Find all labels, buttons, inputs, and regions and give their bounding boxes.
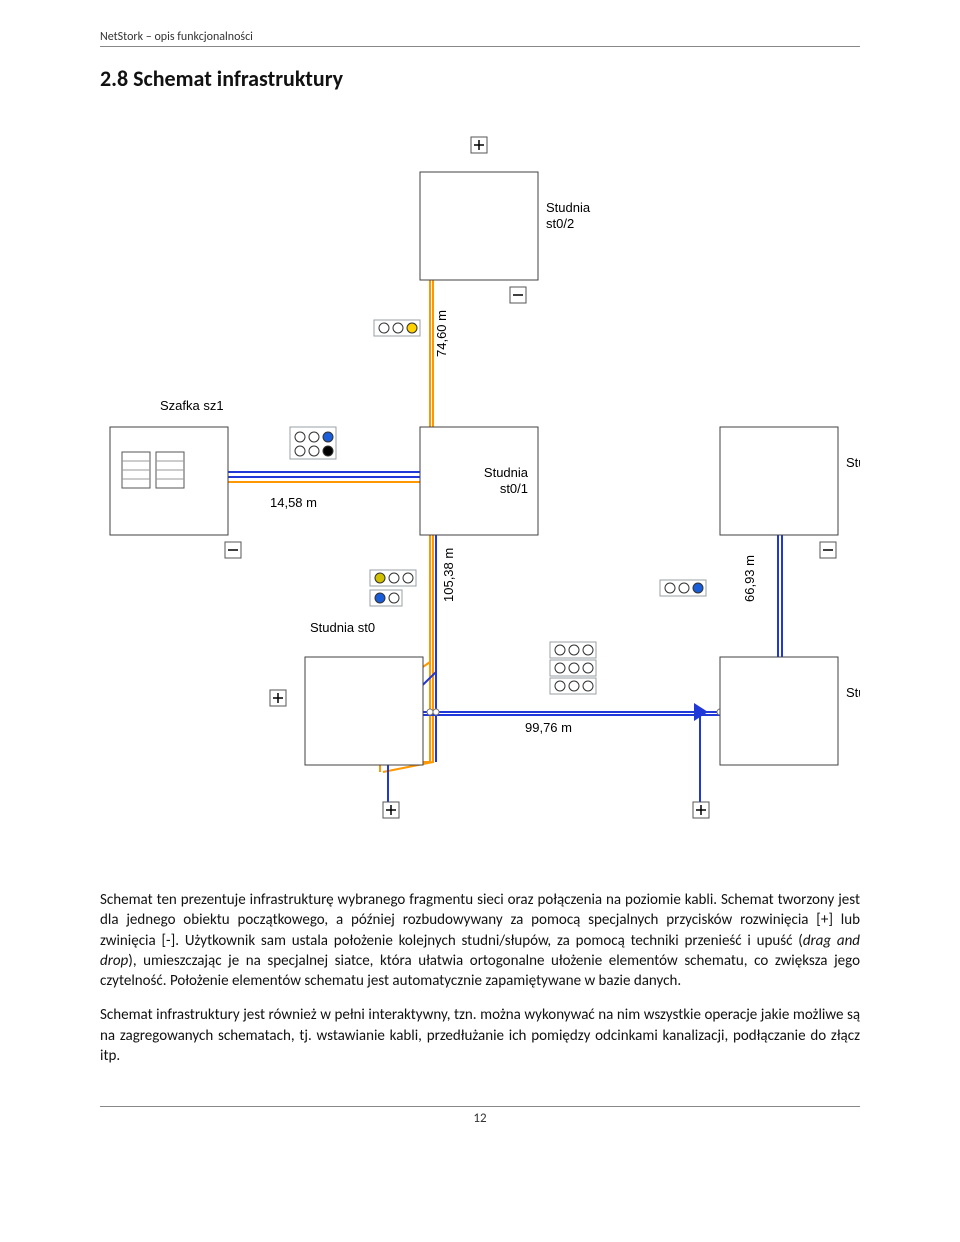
svg-text:Studnia: Studnia (484, 465, 529, 480)
svg-text:Szafka sz1: Szafka sz1 (160, 398, 224, 413)
paragraph-1: Schemat ten prezentuje infrastrukturę wy… (100, 890, 860, 991)
paragraph-2: Schemat infrastruktury jest również w pe… (100, 1005, 860, 1066)
svg-text:Studnia st0: Studnia st0 (310, 620, 375, 635)
page-number: 12 (100, 1106, 860, 1126)
section-title: 2.8 Schemat infrastruktury (100, 65, 860, 92)
infrastructure-diagram: Studniast0/2Szafka sz1Studniast0/1Studni… (100, 112, 860, 872)
svg-text:74,60 m: 74,60 m (434, 310, 449, 357)
svg-text:105,38 m: 105,38 m (441, 548, 456, 602)
svg-text:st0/1: st0/1 (500, 481, 528, 496)
doc-header: NetStork – opis funkcjonalności (100, 30, 860, 47)
svg-text:14,58 m: 14,58 m (270, 495, 317, 510)
svg-text:Studnia st2: Studnia st2 (846, 685, 860, 700)
svg-text:st0/2: st0/2 (546, 216, 574, 231)
svg-text:Studnia: Studnia (846, 455, 860, 470)
svg-text:Studnia: Studnia (546, 200, 591, 215)
svg-text:66,93 m: 66,93 m (742, 555, 757, 602)
svg-text:99,76 m: 99,76 m (525, 720, 572, 735)
